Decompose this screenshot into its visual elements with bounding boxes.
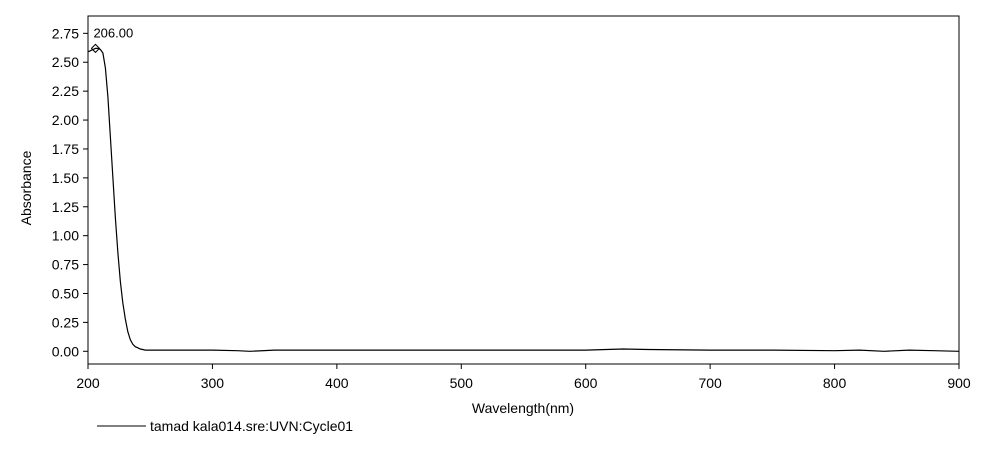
y-tick-label: 0.25 <box>52 314 79 330</box>
x-axis: 200 300 400 500 600 700 800 900 <box>76 364 971 391</box>
x-tick-label: 700 <box>698 375 722 391</box>
y-tick-label: 2.25 <box>52 83 79 99</box>
y-axis-title: Absorbance <box>18 150 34 225</box>
plot-frame <box>87 15 960 365</box>
y-tick-label: 2.50 <box>52 54 79 70</box>
y-tick-label: 2.75 <box>52 25 79 41</box>
y-tick-label: 0.75 <box>52 257 79 273</box>
y-tick-label: 0.00 <box>52 343 79 359</box>
y-tick-label: 1.75 <box>52 141 79 157</box>
y-tick-label: 1.50 <box>52 170 79 186</box>
x-tick-label: 600 <box>574 375 598 391</box>
legend-label: tamad kala014.sre:UVN:Cycle01 <box>150 418 353 434</box>
legend: tamad kala014.sre:UVN:Cycle01 <box>97 418 353 434</box>
y-tick-label: 1.00 <box>52 228 79 244</box>
series-group <box>87 47 960 352</box>
peak-marker <box>90 43 101 54</box>
series-line <box>87 47 960 352</box>
y-tick-label: 0.50 <box>52 285 79 301</box>
annotation-group: 206.00 <box>90 25 133 54</box>
y-tick-label: 1.25 <box>52 199 79 215</box>
y-axis: 0.00 0.25 0.50 0.75 1.00 1.25 1.50 1.75 2.00 2.25… <box>52 25 88 359</box>
x-tick-label: 900 <box>947 375 971 391</box>
x-tick-label: 200 <box>76 375 100 391</box>
x-axis-title: Wavelength(nm) <box>472 400 574 416</box>
x-tick-label: 400 <box>325 375 349 391</box>
x-tick-label: 800 <box>823 375 847 391</box>
x-tick-label: 300 <box>201 375 225 391</box>
x-tick-label: 500 <box>450 375 474 391</box>
peak-label: 206.00 <box>93 25 133 40</box>
y-tick-label: 2.00 <box>52 112 79 128</box>
